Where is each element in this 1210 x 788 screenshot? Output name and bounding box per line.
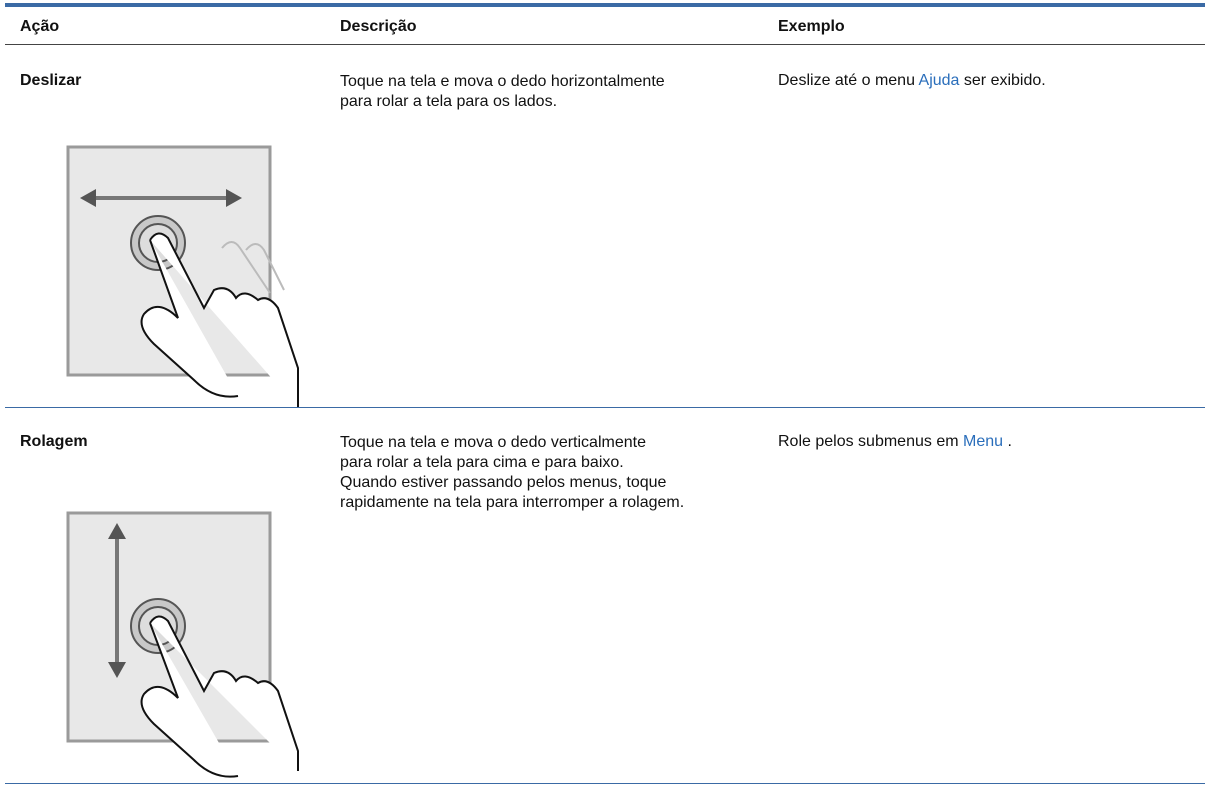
table-top-rule: [5, 3, 1205, 7]
menu-link[interactable]: Menu: [963, 433, 1004, 450]
action: Rolagem: [20, 433, 88, 450]
description: Toque na tela e mova o dedo verticalment…: [340, 433, 684, 513]
description-line: para rolar a tela para cima e para baixo…: [340, 454, 624, 471]
example-text: Deslize até o menu: [778, 72, 915, 89]
row-rule: [5, 783, 1205, 784]
example-text: .: [1007, 433, 1012, 450]
description-line: para rolar a tela para os lados.: [340, 93, 558, 110]
example: Deslize até o menu Ajuda ser exibido.: [778, 72, 1046, 90]
example-text: ser exibido.: [963, 72, 1046, 89]
example: Role pelos submenus em Menu .: [778, 433, 1012, 451]
action: Deslizar: [20, 72, 82, 89]
description-line: Quando estiver passando pelos menus, toq…: [340, 474, 667, 491]
row-rule: [5, 407, 1205, 408]
header-cell: Exemplo: [778, 18, 845, 35]
example-text: Role pelos submenus em: [778, 433, 959, 450]
header-rule: [5, 44, 1205, 45]
menu-link[interactable]: Ajuda: [918, 72, 960, 89]
description-line: Toque na tela e mova o dedo horizontalme…: [340, 73, 665, 90]
description-line: rapidamente na tela para interromper a r…: [340, 494, 685, 511]
header-cell: Descrição: [340, 18, 417, 35]
header-cell: Ação: [20, 18, 60, 35]
swipe-illustration: [66, 145, 299, 408]
description: Toque na tela e mova o dedo horizontalme…: [340, 72, 665, 112]
scroll-illustration: [66, 511, 299, 778]
description-line: Toque na tela e mova o dedo verticalment…: [340, 434, 646, 451]
